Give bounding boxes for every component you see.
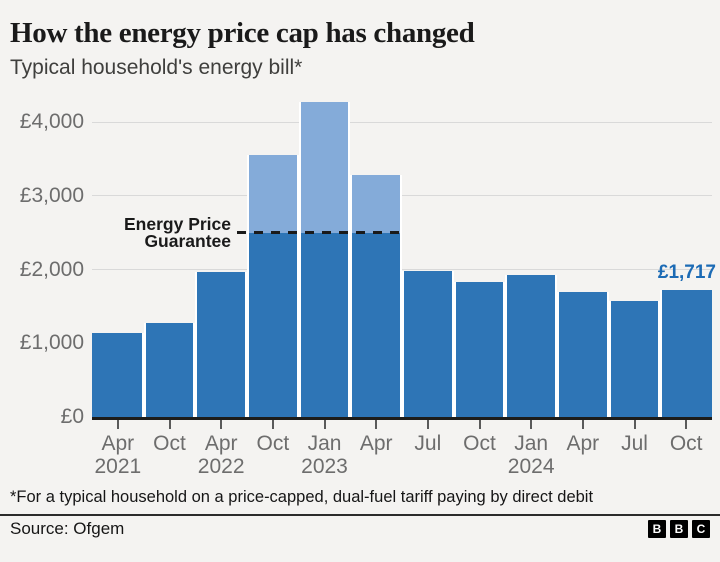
y-axis-tick-label: £1,000 (19, 331, 84, 355)
bar-Oct (453, 281, 506, 417)
energy-price-guarantee-dashed-line (237, 231, 402, 235)
x-axis-month-label: Oct (153, 432, 186, 455)
bar-Apr (350, 175, 402, 417)
bbc-logo-block-b2: B (670, 520, 688, 538)
x-axis-month-label: Apr (101, 432, 135, 455)
x-axis-tick (375, 420, 378, 429)
bar-segment-above-guarantee (249, 155, 297, 233)
chart-subtitle: Typical household's energy bill* (10, 56, 303, 79)
bar-Oct (660, 290, 712, 417)
source-text: Source: Ofgem (10, 519, 125, 538)
bar-Oct (247, 155, 299, 417)
energy-price-guarantee-label: Energy Price Guarantee (124, 213, 231, 252)
energy-price-guarantee-label-line1: Energy Price (124, 213, 231, 234)
footer-divider (0, 514, 720, 516)
x-axis-month-label: Apr (359, 432, 393, 455)
chart-footnote: *For a typical household on a price-capp… (10, 488, 594, 506)
y-axis-tick-label: £4,000 (19, 110, 84, 134)
x-axis-tick (478, 420, 481, 429)
chart-title: How the energy price cap has changed (10, 17, 475, 49)
gridline-3000 (92, 195, 712, 197)
x-axis-tick (271, 420, 274, 429)
x-axis-tick (633, 420, 636, 429)
energy-price-guarantee-label-line2: Guarantee (144, 231, 231, 252)
x-axis-tick (530, 420, 533, 429)
x-axis-month-label: Apr (204, 432, 238, 455)
x-axis-month-label: Apr (566, 432, 600, 455)
chart-header: How the energy price cap has changed Typ… (0, 0, 720, 81)
x-axis-tick (426, 420, 429, 429)
bar-Jul (608, 301, 661, 417)
bar-Jan-2023 (298, 101, 351, 417)
bar-segment-above-guarantee (300, 101, 349, 233)
y-axis-tick-label: £3,000 (19, 183, 84, 207)
x-axis-year-label: 2022 (197, 455, 245, 478)
bar-chart-plot-area: Energy Price Guarantee £0 £1,000 £2,000 £3,… (20, 97, 716, 478)
x-axis-tick (581, 420, 584, 429)
footer-row: Source: Ofgem B B C (0, 516, 720, 539)
x-axis-tick (323, 420, 326, 429)
x-axis-tick (168, 420, 171, 429)
y-axis-tick-label: £2,000 (19, 257, 84, 281)
x-axis-month-label: Oct (463, 432, 496, 455)
x-axis-year-label: 2023 (301, 455, 348, 478)
x-axis-month-label: Jul (414, 432, 442, 455)
bar-Apr-2022 (195, 271, 247, 417)
bar-Apr-2021 (92, 333, 144, 417)
bbc-logo-block-c: C (692, 520, 710, 538)
x-axis-month-label: Oct (669, 432, 703, 455)
x-axis-month-label: Jan (514, 432, 549, 455)
y-axis-tick-label: £0 (60, 405, 84, 428)
bbc-logo-block-b1: B (648, 520, 666, 538)
bar-Jul (402, 271, 454, 417)
x-axis-tick (220, 420, 223, 429)
x-axis-month-label: Jan (307, 432, 342, 455)
x-axis-month-label: Jul (621, 432, 648, 455)
x-axis-tick (116, 420, 119, 429)
bar-segment-above-guarantee (352, 175, 400, 233)
x-axis-year-label: 2024 (507, 455, 555, 478)
x-axis-tick (685, 420, 688, 429)
x-axis-year-label: 2021 (94, 455, 142, 478)
bar-Jan-2024 (505, 274, 557, 417)
latest-value-annotation: £1,717 (657, 262, 716, 284)
bar-Apr (557, 292, 609, 417)
gridline-2000 (92, 269, 712, 271)
gridline-4000 (92, 121, 712, 123)
bbc-logo: B B C (648, 520, 710, 538)
bar-Oct (143, 322, 196, 417)
x-axis-month-label: Oct (256, 432, 290, 455)
